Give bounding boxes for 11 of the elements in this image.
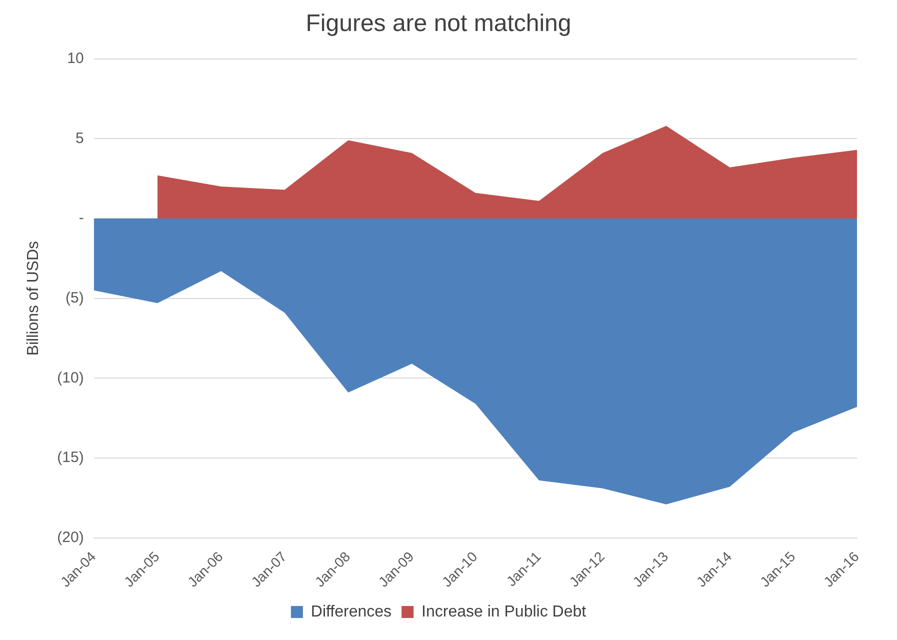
y-tick-label: (15) [57,449,84,466]
chart-title: Figures are not matching [306,10,572,38]
y-axis-title: Billions of USDs [25,240,42,356]
legend-label: Increase in Public Debt [422,603,587,620]
legend-label: Differences [310,603,392,620]
y-tick-label: (10) [57,369,84,386]
y-tick-label: 5 [76,130,84,147]
y-tick-label: (20) [57,528,84,546]
y-tick-label: - [78,210,84,227]
y-tick-label: 10 [67,50,84,67]
y-tick-label: (5) [66,289,84,306]
